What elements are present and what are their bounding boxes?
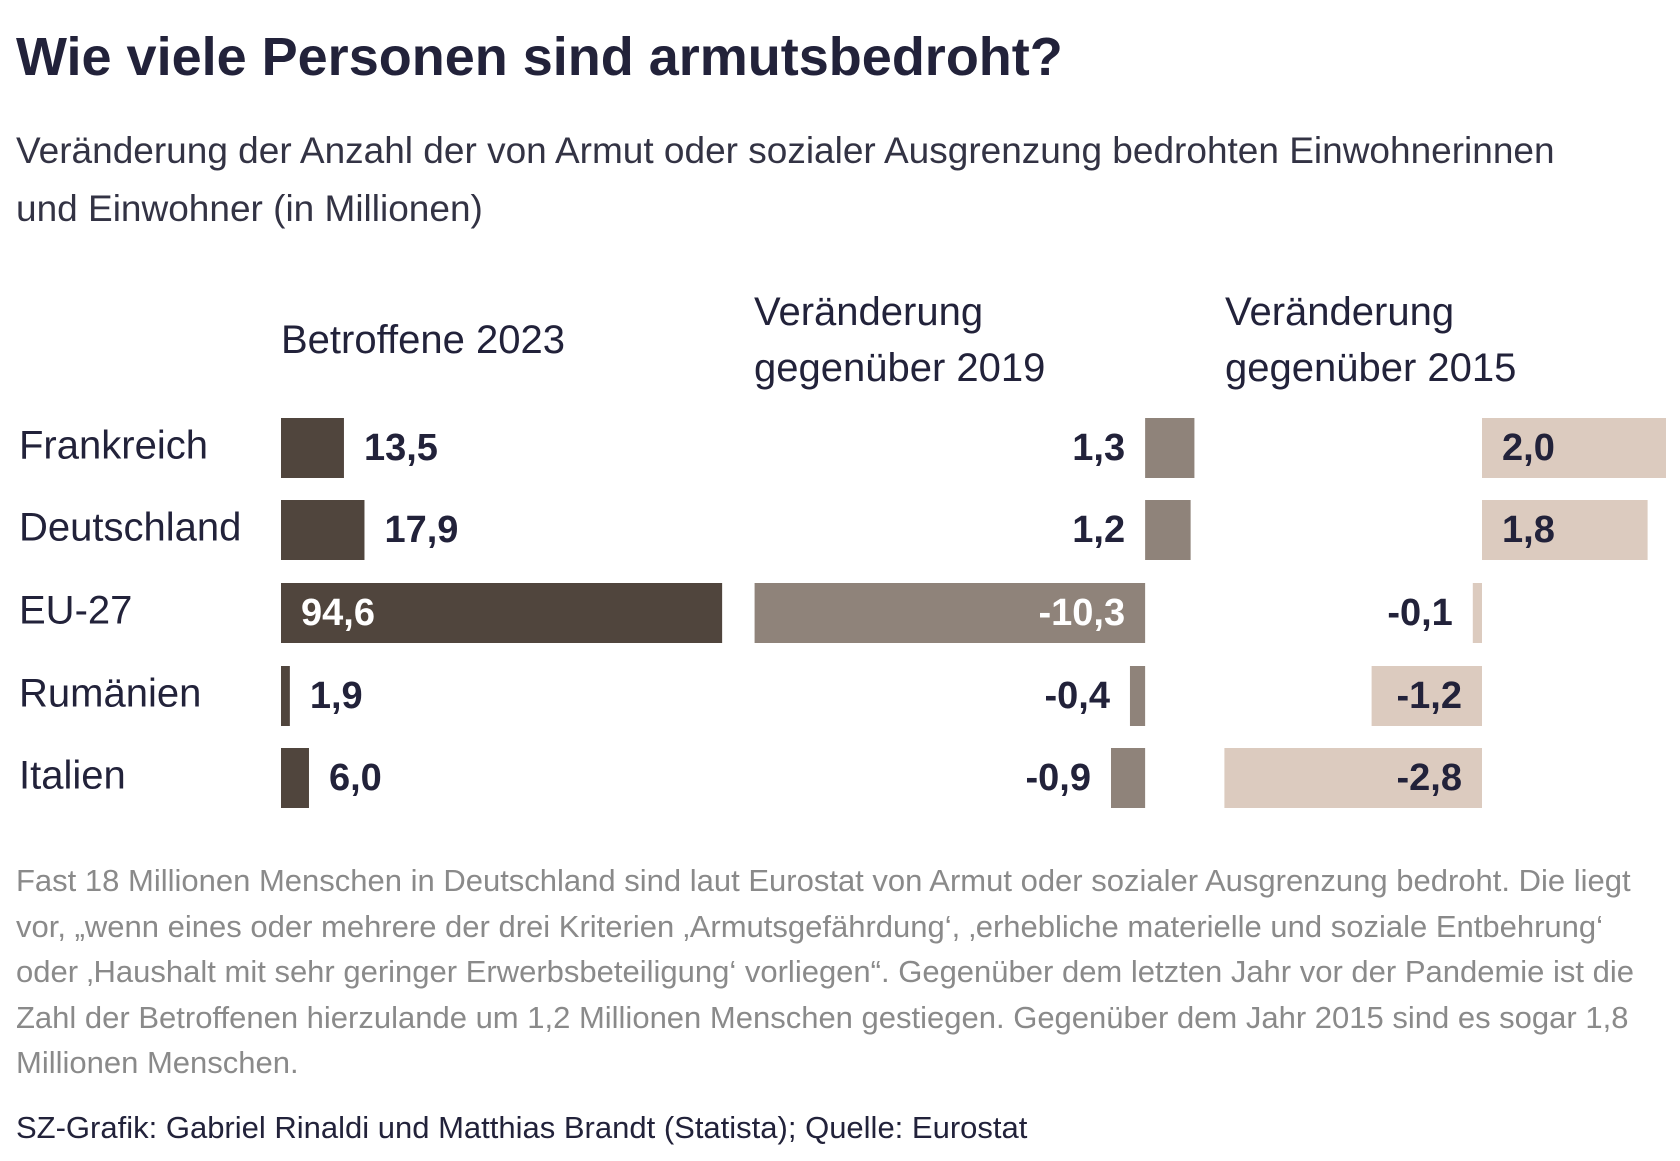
bar	[1129, 666, 1146, 726]
category-label: Italien	[19, 754, 126, 798]
value-label: 1,9	[310, 675, 363, 717]
title: Wie viele Personen sind armutsbedroht?	[16, 27, 1063, 87]
bar	[754, 583, 1146, 643]
value-label: -10,3	[1039, 592, 1126, 634]
panel-title: Veränderung gegenüber 2019	[754, 290, 1046, 390]
bar	[1111, 748, 1146, 808]
value-label: 2,0	[1502, 427, 1555, 469]
value-label: 13,5	[364, 427, 438, 469]
value-label: 1,2	[1072, 509, 1125, 551]
note: Fast 18 Millionen Menschen in Deutschlan…	[16, 863, 1635, 1080]
value-label: 1,8	[1502, 509, 1555, 551]
value-label: -1,2	[1397, 675, 1462, 717]
bar	[1371, 666, 1482, 726]
bar	[1482, 418, 1666, 478]
bar	[281, 666, 290, 726]
value-label: 94,6	[301, 592, 375, 634]
bar	[1145, 500, 1191, 560]
bar	[281, 748, 309, 808]
value-label: 17,9	[384, 509, 458, 551]
panel-title: Veränderung gegenüber 2015	[1225, 290, 1517, 390]
category-label: EU-27	[19, 589, 132, 633]
panel-title: Betroffene 2023	[281, 318, 565, 362]
bar	[1145, 418, 1195, 478]
value-label: 6,0	[329, 757, 382, 799]
subtitle: Veränderung der Anzahl der von Armut ode…	[16, 130, 1555, 229]
bar	[1224, 748, 1482, 808]
bar	[1482, 500, 1648, 560]
value-label: -2,8	[1397, 757, 1462, 799]
category-label: Rumänien	[19, 672, 201, 716]
category-label: Deutschland	[19, 506, 241, 550]
bar	[281, 500, 365, 560]
value-label: 1,3	[1072, 427, 1125, 469]
value-label: -0,4	[1044, 675, 1109, 717]
category-label: Frankreich	[19, 424, 208, 468]
value-label: -0,1	[1387, 592, 1452, 634]
bar	[281, 583, 723, 643]
value-label: -0,9	[1026, 757, 1091, 799]
source: SZ-Grafik: Gabriel Rinaldi und Matthias …	[16, 1110, 1028, 1145]
bar	[1472, 583, 1482, 643]
bar	[281, 418, 344, 478]
